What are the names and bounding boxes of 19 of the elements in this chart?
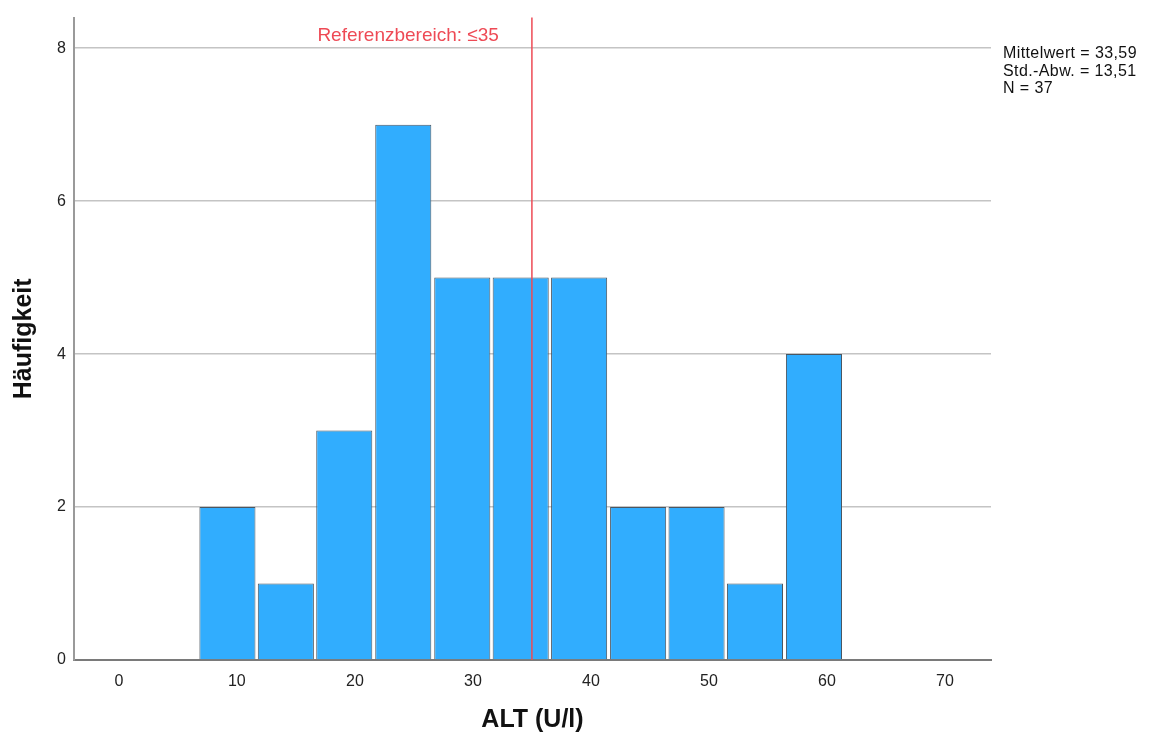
y-tick-label: 4: [57, 344, 67, 362]
x-tick-label: 40: [582, 672, 600, 690]
y-axis-title: Häufigkeit: [7, 277, 36, 400]
x-axis-title: ALT (U/l): [481, 703, 584, 732]
y-tick-label: 0: [57, 650, 67, 668]
x-tick-label: 60: [818, 672, 836, 690]
x-tick-label: 0: [114, 672, 124, 690]
text: Mittelwert = 33,59: [1003, 44, 1137, 62]
x-tick-label: 70: [936, 672, 954, 690]
y-tick-label: 8: [57, 38, 67, 56]
ref-line-label: Referenzbereich: ≤35: [317, 23, 499, 45]
x-tick-label: 20: [345, 672, 364, 690]
x-tick-label: 10: [227, 672, 246, 690]
text: N = 37: [1003, 79, 1054, 97]
x-tick-label: 30: [464, 672, 482, 690]
y-tick-label: 2: [57, 497, 67, 515]
text: Std.-Abw. = 13,51: [1003, 61, 1137, 79]
x-tick-label: 50: [700, 672, 718, 690]
y-tick-label: 6: [57, 191, 67, 209]
